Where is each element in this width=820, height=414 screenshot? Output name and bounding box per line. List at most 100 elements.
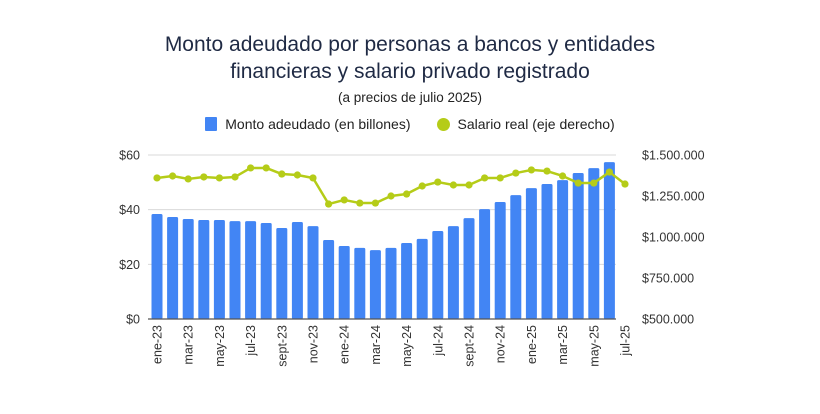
chart-title-line-1: Monto adeudado por personas a bancos y e…: [164, 33, 656, 56]
salary-point: [434, 178, 442, 186]
bar: [572, 173, 584, 319]
x-tick-label: jul-23: [244, 325, 258, 357]
x-tick-label: ene-25: [525, 325, 539, 364]
salary-point: [200, 173, 208, 181]
legend: Monto adeudado (en billones) Salario rea…: [0, 116, 820, 132]
bar: [182, 218, 194, 319]
salary-point: [465, 181, 473, 189]
x-tick-label: sept-24: [463, 325, 477, 367]
salary-point: [215, 174, 223, 182]
x-axis: ene-23 mar-23 may-23 jul-23 sept-23 nov-23 ene…: [148, 318, 633, 367]
x-tick-label: jul-24: [431, 325, 445, 357]
legend-item-salario[interactable]: Salario real (eje derecho): [436, 116, 615, 132]
legend-label-salario: Salario real (eje derecho): [457, 116, 615, 132]
x-tick-label: may-24: [400, 325, 414, 367]
left-tick-label: $60: [119, 149, 140, 163]
salary-point: [247, 164, 255, 172]
bar: [432, 230, 444, 319]
bar: [401, 243, 413, 319]
salary-point: [621, 180, 629, 188]
bar-series: [151, 162, 615, 319]
salary-point: [418, 182, 426, 190]
bar: [245, 221, 257, 319]
bar: [416, 238, 428, 319]
salary-point: [387, 192, 395, 200]
bar: [291, 221, 303, 319]
left-tick-label: $40: [119, 203, 140, 217]
salary-point: [340, 196, 348, 204]
bar: [463, 218, 475, 319]
salary-point: [605, 168, 614, 176]
salary-point: [512, 169, 520, 177]
bar: [525, 188, 537, 319]
right-tick-label: $1.500.000: [642, 149, 705, 163]
bar: [198, 220, 210, 319]
right-tick-label: $500.000: [642, 313, 694, 327]
x-tick-label: mar-24: [369, 325, 383, 365]
right-axis: $500.000 $750.000 $1.000.000 $1.250.000 $1.5…: [642, 149, 705, 327]
chart-subtitle: (a precios de julio 2025): [337, 90, 483, 105]
right-tick-label: $750.000: [642, 272, 694, 286]
bar: [447, 226, 459, 319]
legend-label-monto: Monto adeudado (en billones): [225, 116, 411, 132]
legend-item-monto[interactable]: Monto adeudado (en billones): [205, 116, 411, 132]
bar: [541, 183, 553, 319]
salary-point: [590, 179, 598, 187]
x-tick-label: nov-24: [494, 325, 508, 363]
chart-title-line-2: financieras y salario privado registrado: [230, 60, 590, 83]
left-axis: $0 $20 $40 $60: [119, 149, 140, 327]
salary-point: [543, 167, 551, 175]
x-tick-label: nov-23: [307, 325, 321, 363]
line-series: [153, 164, 629, 208]
salary-point: [153, 174, 161, 182]
legend-swatch-dot-icon: [436, 117, 450, 131]
salary-point: [262, 164, 270, 172]
x-tick-label: jul-25: [619, 325, 633, 357]
bar: [260, 223, 272, 319]
bar: [323, 240, 335, 319]
salary-point: [231, 173, 239, 181]
x-tick-label: mar-23: [182, 325, 196, 365]
bar: [494, 202, 506, 319]
x-tick-label: sept-23: [275, 325, 289, 367]
bar: [229, 221, 241, 319]
x-tick-label: may-23: [213, 325, 227, 367]
bar: [369, 250, 381, 319]
salary-point: [184, 175, 192, 183]
bar: [167, 217, 179, 319]
salary-point: [169, 172, 177, 180]
left-tick-label: $0: [126, 313, 140, 327]
right-tick-label: $1.250.000: [642, 190, 705, 204]
salary-point: [325, 200, 333, 208]
right-tick-label: $1.000.000: [642, 231, 705, 245]
bar: [354, 247, 366, 319]
salary-point: [278, 170, 286, 178]
salary-point: [371, 199, 379, 207]
bar: [479, 209, 491, 319]
salary-point: [481, 174, 489, 182]
bar: [603, 162, 615, 319]
left-tick-label: $20: [119, 258, 140, 272]
legend-swatch-bar-icon: [205, 117, 218, 131]
bar: [307, 226, 319, 319]
bar: [510, 195, 522, 319]
bar: [588, 168, 600, 319]
salary-point: [496, 174, 504, 182]
bar: [557, 180, 569, 319]
salary-point: [356, 199, 364, 207]
bar: [338, 246, 350, 319]
gridlines: [148, 154, 616, 265]
x-tick-label: mar-25: [556, 325, 570, 365]
bar: [385, 247, 397, 319]
salary-point: [527, 166, 536, 174]
salary-point: [293, 171, 301, 179]
salary-point: [309, 174, 317, 182]
x-tick-label: may-25: [587, 325, 601, 367]
bar: [213, 220, 225, 319]
salary-point: [403, 190, 411, 198]
x-tick-label: ene-23: [151, 325, 165, 364]
bar: [151, 214, 163, 319]
salary-point: [574, 179, 582, 187]
bar: [276, 227, 288, 319]
